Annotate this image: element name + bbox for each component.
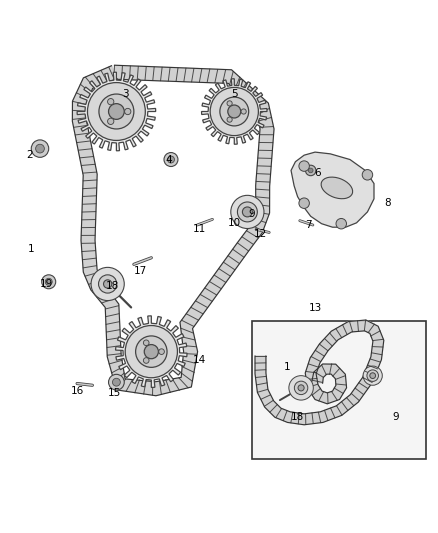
- Circle shape: [298, 385, 304, 391]
- Circle shape: [294, 381, 308, 394]
- Circle shape: [308, 168, 313, 173]
- Text: 18: 18: [106, 281, 119, 291]
- Circle shape: [143, 340, 149, 345]
- Circle shape: [31, 140, 49, 157]
- Circle shape: [109, 103, 124, 119]
- Circle shape: [124, 108, 131, 115]
- Circle shape: [164, 152, 178, 166]
- Text: 12: 12: [254, 229, 267, 239]
- Circle shape: [113, 378, 120, 386]
- Circle shape: [242, 207, 252, 217]
- Circle shape: [159, 349, 164, 354]
- Text: 13: 13: [308, 303, 321, 313]
- Text: 4: 4: [166, 155, 172, 165]
- Circle shape: [227, 117, 232, 122]
- Circle shape: [367, 370, 378, 382]
- Circle shape: [299, 198, 309, 208]
- Text: 9: 9: [392, 412, 399, 422]
- Ellipse shape: [321, 177, 353, 199]
- Circle shape: [103, 280, 112, 288]
- Circle shape: [144, 344, 159, 359]
- Circle shape: [220, 97, 249, 126]
- Circle shape: [35, 144, 44, 153]
- Text: 11: 11: [193, 224, 206, 235]
- Polygon shape: [72, 65, 274, 395]
- Polygon shape: [291, 152, 374, 227]
- Circle shape: [305, 165, 316, 176]
- Circle shape: [88, 83, 145, 140]
- Text: 18: 18: [291, 412, 304, 422]
- Circle shape: [136, 336, 167, 367]
- Text: 7: 7: [305, 220, 312, 230]
- Text: 8: 8: [384, 198, 390, 208]
- Circle shape: [42, 275, 56, 289]
- Text: 19: 19: [40, 279, 53, 289]
- Text: 1: 1: [28, 244, 35, 254]
- Circle shape: [231, 195, 264, 229]
- Polygon shape: [255, 320, 384, 425]
- Circle shape: [363, 366, 382, 385]
- Circle shape: [143, 358, 149, 364]
- Circle shape: [228, 105, 241, 118]
- Text: 5: 5: [231, 89, 237, 99]
- Circle shape: [289, 376, 313, 400]
- Text: 16: 16: [71, 386, 84, 396]
- Circle shape: [237, 202, 258, 222]
- Circle shape: [167, 156, 174, 163]
- Circle shape: [125, 326, 177, 378]
- Circle shape: [336, 219, 346, 229]
- Polygon shape: [116, 316, 187, 387]
- Bar: [252, 321, 426, 458]
- Circle shape: [109, 374, 124, 390]
- Text: 10: 10: [228, 218, 241, 228]
- Polygon shape: [77, 72, 155, 151]
- Circle shape: [91, 268, 124, 301]
- Text: 1: 1: [283, 362, 290, 372]
- Text: 14: 14: [193, 356, 206, 365]
- Text: 2: 2: [26, 150, 32, 160]
- Text: 3: 3: [122, 89, 128, 99]
- Text: 17: 17: [134, 266, 147, 276]
- Polygon shape: [201, 79, 267, 144]
- Circle shape: [99, 275, 117, 293]
- Circle shape: [227, 101, 232, 106]
- Circle shape: [241, 109, 246, 114]
- Circle shape: [108, 118, 114, 125]
- Circle shape: [108, 99, 114, 105]
- Circle shape: [362, 169, 373, 180]
- Circle shape: [45, 278, 52, 285]
- Circle shape: [370, 373, 375, 378]
- Circle shape: [99, 94, 134, 129]
- Circle shape: [299, 161, 309, 171]
- Text: 6: 6: [314, 168, 321, 177]
- Circle shape: [210, 87, 258, 135]
- Text: 9: 9: [248, 209, 255, 219]
- Text: 15: 15: [108, 388, 121, 398]
